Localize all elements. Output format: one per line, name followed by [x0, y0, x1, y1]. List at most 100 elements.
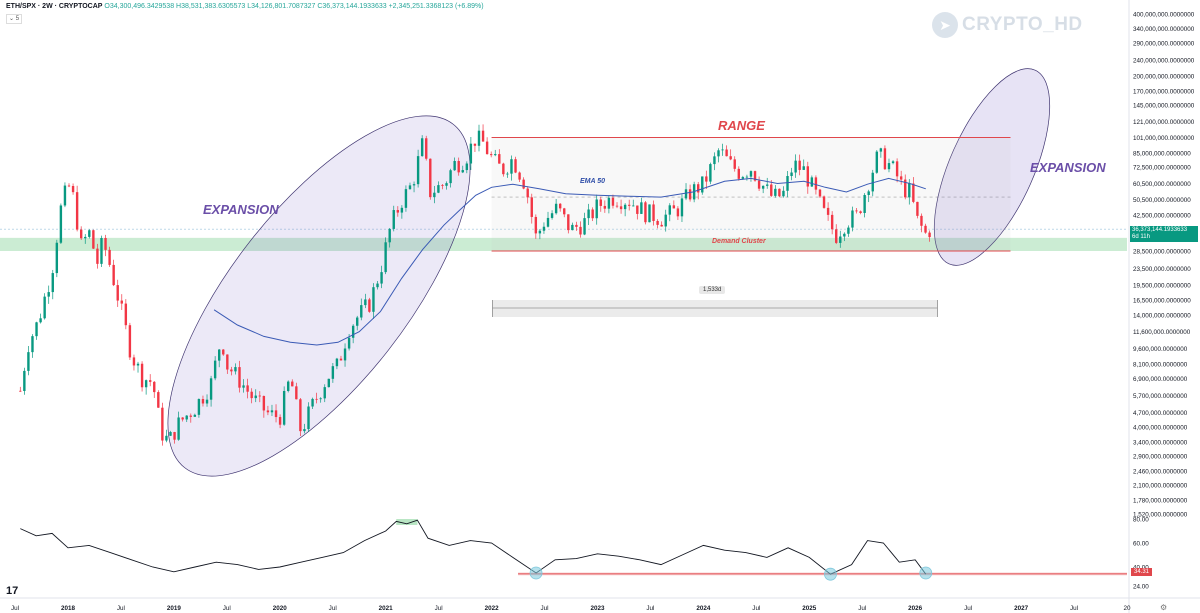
candle-body [238, 367, 241, 388]
candle-body [733, 159, 736, 169]
candle-body [798, 160, 801, 170]
candles-layer [19, 124, 931, 446]
candle-body [575, 224, 578, 227]
price-tick-label: 101,000,000.0000000 [1133, 135, 1195, 142]
price-tick-label: 4,000,000.0000000 [1133, 425, 1188, 432]
rsi-tick-label: 60.00 [1133, 541, 1149, 548]
candle-body [660, 224, 663, 227]
price-tick-label: 14,000,000.0000000 [1133, 312, 1191, 319]
candle-body [433, 192, 436, 198]
candle-body [648, 204, 651, 223]
candle-body [59, 205, 63, 243]
candle-body [39, 318, 42, 323]
candle-body [384, 242, 387, 273]
candle-body [246, 385, 249, 392]
candle-body [445, 183, 448, 186]
candle-body [822, 196, 826, 208]
price-tick-label: 8,100,000.0000000 [1133, 361, 1188, 368]
candle-body [485, 141, 489, 155]
candle-body [843, 233, 846, 237]
candle-body [299, 399, 302, 432]
candle-body [128, 325, 132, 358]
price-axis[interactable]: 400,000,000.0000000 340,000,000.0000000 29… [1128, 0, 1195, 613]
candle-body [851, 210, 854, 228]
candle-body [437, 185, 440, 193]
candle-body [615, 205, 619, 207]
candle-body [494, 154, 497, 156]
time-tick-label: Jul [117, 605, 125, 612]
candle-body [912, 183, 915, 202]
candle-body [611, 197, 615, 206]
time-tick-label: 2019 [167, 605, 182, 612]
candle-body [242, 385, 245, 388]
candle-body [794, 160, 797, 173]
candle-body [766, 184, 769, 186]
candle-body [88, 230, 91, 237]
candle-body [339, 358, 343, 361]
price-tick-label: 200,000,000.0000000 [1133, 74, 1195, 81]
candle-body [786, 176, 789, 191]
candle-body [351, 325, 355, 338]
candle-body [360, 305, 363, 318]
candle-body [307, 406, 310, 430]
candle-body [449, 170, 452, 184]
price-tick-label: 28,500,000.0000000 [1133, 249, 1191, 256]
candle-body [148, 380, 152, 382]
price-tick-label: 72,500,000.0000000 [1133, 165, 1191, 172]
candle-body [27, 352, 30, 371]
time-tick-label: 2026 [908, 605, 923, 612]
candle-body [177, 417, 180, 440]
candle-body [871, 172, 874, 192]
candle-body [664, 214, 667, 227]
symbol-label[interactable]: ETH/SPX · 2W · CRYPTOCAP [6, 3, 103, 10]
candle-body [632, 205, 635, 207]
candle-body [274, 410, 278, 418]
candle-body [713, 156, 716, 165]
candle-body [538, 230, 542, 234]
candle-body [546, 217, 550, 227]
candle-body [461, 170, 464, 173]
candle-body [709, 164, 712, 182]
candle-body [319, 398, 322, 400]
candle-body [603, 205, 607, 209]
tradingview-logo-icon[interactable]: 17 [6, 585, 19, 597]
ema-label: EMA 50 [580, 178, 606, 185]
candle-body [356, 317, 359, 326]
price-tick-label: 145,000,000.0000000 [1133, 103, 1195, 110]
candle-body [234, 367, 237, 372]
price-tick-label: 2,460,000.0000000 [1133, 468, 1188, 475]
candle-body [749, 171, 753, 177]
candle-body [526, 188, 529, 198]
time-tick-label: Jul [11, 605, 19, 612]
rsi-touch-marker [919, 566, 933, 580]
candle-body [43, 296, 46, 319]
candle-body [226, 354, 229, 370]
candle-body [847, 227, 850, 234]
candle-body [140, 363, 144, 388]
candle-body [737, 168, 740, 179]
gear-icon[interactable]: ⚙ [1160, 603, 1168, 612]
time-tick-label: 2022 [485, 605, 500, 612]
ohlc-values: O34,300,496.3429538 H38,531,383.6305573 … [104, 3, 484, 10]
price-tick-label: 1,780,000.0000000 [1133, 497, 1188, 504]
price-tick-label: 2,100,000.0000000 [1133, 482, 1188, 489]
candle-body [278, 417, 282, 425]
price-tick-label: 60,500,000.0000000 [1133, 181, 1191, 188]
time-tick-label: 2023 [590, 605, 605, 612]
candle-body [591, 209, 594, 219]
candle-body [157, 392, 160, 408]
candle-body [441, 185, 444, 186]
time-tick-label: Jul [1070, 605, 1078, 612]
candle-body [388, 228, 391, 243]
time-axis[interactable]: Jul 2018 Jul 2019 Jul 2020 Jul 2021 Jul 2022 Jul 20… [0, 597, 1200, 612]
candle-body [607, 197, 611, 209]
candle-body [343, 348, 347, 361]
candle-body [104, 237, 107, 250]
time-tick-label: Jul [964, 605, 972, 612]
price-tick-label: 19,500,000.0000000 [1133, 283, 1191, 290]
time-tick-label: 2027 [1014, 605, 1029, 612]
candle-body [209, 378, 213, 400]
candle-body [514, 159, 517, 173]
indicator-toggle[interactable]: ⌄ 5 [6, 14, 23, 24]
